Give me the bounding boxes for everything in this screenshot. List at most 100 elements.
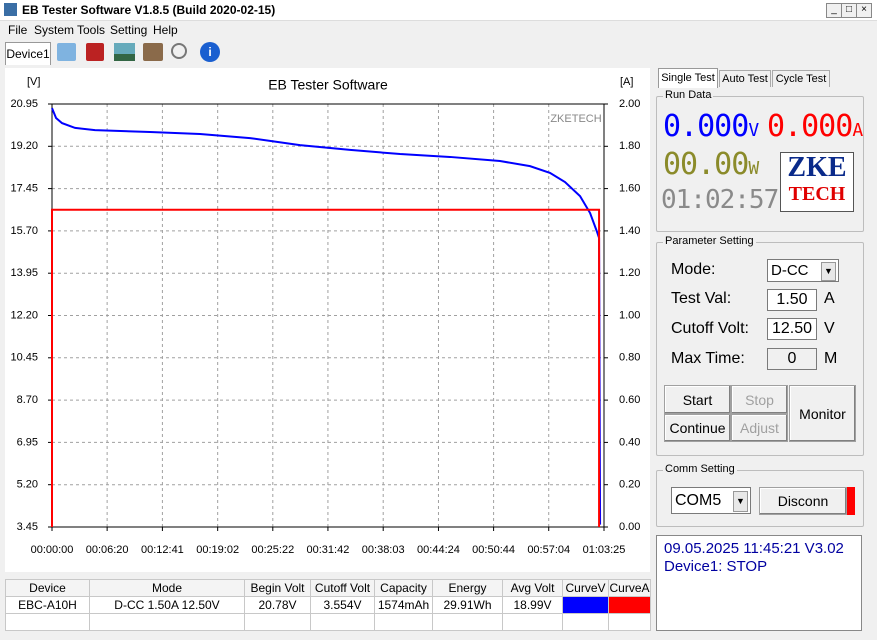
power-value: 00.00 [663, 147, 749, 182]
y-tick-label: 19.20 [10, 140, 38, 152]
unit-label: V [824, 320, 835, 337]
max-time-label: Max Time: [671, 350, 745, 367]
tools-icon[interactable] [143, 43, 163, 61]
menu-item[interactable]: System [34, 23, 75, 37]
disconnect-button[interactable]: Disconn [759, 487, 847, 515]
column-header: Avg Volt [502, 579, 563, 597]
parameter-group: Parameter Setting Mode: D-CC ▼ Test Val: … [656, 235, 864, 456]
current-value: 0.000 [767, 109, 853, 144]
title-bar: EB Tester Software V1.8.5 (Build 2020-02… [0, 0, 877, 21]
curve-color-cell [562, 596, 609, 614]
status-line: 09.05.2025 11:45:21 V3.02 [664, 540, 844, 557]
table-row [5, 613, 651, 631]
chart-title: EB Tester Software [268, 77, 388, 93]
y2-tick-label: 1.80 [619, 140, 640, 152]
y-axis-label: [V] [27, 76, 40, 88]
column-header: CurveA [608, 579, 651, 597]
x-tick-label: 00:50:44 [472, 544, 515, 556]
result-table: Device Mode Begin Volt Cutoff Volt Capacity E… [5, 579, 651, 631]
mode-select[interactable]: D-CC ▼ [767, 259, 839, 282]
zoom-icon[interactable] [171, 43, 187, 59]
y-tick-label: 5.20 [17, 479, 38, 491]
data-line [51, 107, 602, 525]
x-tick-label: 00:31:42 [307, 544, 350, 556]
table-cell: EBC-A10H [5, 596, 90, 614]
y2-tick-label: 1.60 [619, 183, 640, 195]
cutoff-input[interactable]: 12.50 [767, 318, 817, 340]
status-box: 09.05.2025 11:45:21 V3.02 Device1: STOP [656, 535, 862, 631]
x-tick-label: 00:19:02 [196, 544, 239, 556]
zke-logo: ZKE TECH [780, 152, 854, 212]
comm-group: Comm Setting COM5 ▼ Disconn [656, 463, 864, 527]
app-icon [4, 3, 17, 16]
max-time-input[interactable]: 0 [767, 348, 817, 370]
y2-axis-label: [A] [620, 76, 633, 88]
x-tick-label: 00:44:24 [417, 544, 460, 556]
x-tick-label: 00:38:03 [362, 544, 405, 556]
y2-tick-label: 1.00 [619, 309, 640, 321]
tab[interactable]: Single Test [658, 68, 718, 88]
device-tab[interactable]: Device1 [5, 42, 51, 65]
save-icon[interactable] [86, 43, 104, 61]
y2-tick-label: 0.60 [619, 394, 640, 406]
menu-item[interactable]: Help [153, 23, 178, 37]
column-header: Mode [89, 579, 245, 597]
column-header: Cutoff Volt [310, 579, 375, 597]
menu-bar: File System Tools Setting Help [0, 21, 877, 38]
toolbar: Device1 i [0, 39, 877, 66]
menu-item[interactable]: Tools [77, 23, 106, 37]
y2-tick-label: 1.20 [619, 267, 640, 279]
mode-value: D-CC [771, 262, 809, 279]
x-tick-label: 01:03:25 [583, 544, 626, 556]
menu-item[interactable]: Setting [110, 23, 148, 37]
cutoff-label: Cutoff Volt: [671, 320, 749, 337]
port-select[interactable]: COM5 ▼ [671, 487, 751, 514]
tab[interactable]: Cycle Test [772, 70, 830, 87]
y2-tick-label: 0.00 [619, 521, 640, 533]
x-tick-label: 00:12:41 [141, 544, 184, 556]
info-icon[interactable]: i [200, 42, 220, 62]
column-header: Capacity [374, 579, 433, 597]
status-indicator [847, 487, 855, 515]
minimize-button[interactable]: _ [826, 3, 842, 18]
time-display: 01:02:57 [661, 185, 779, 215]
test-val-label: Test Val: [671, 290, 732, 307]
column-header: Device [5, 579, 90, 597]
table-cell: 1574mAh [374, 596, 433, 614]
test-val-input[interactable]: 1.50 [767, 289, 817, 311]
y2-tick-label: 0.40 [619, 436, 640, 448]
port-value: COM5 [675, 491, 722, 509]
chart-icon[interactable] [114, 43, 135, 61]
maximize-button[interactable]: □ [841, 3, 857, 18]
run-data-group: Run Data 0.000V 0.000A 00.00W 01:02:57 Z… [656, 89, 864, 232]
monitor-button[interactable]: Monitor [789, 385, 856, 442]
y-tick-label: 13.95 [10, 267, 38, 279]
curve-color-cell [608, 596, 651, 614]
column-header: Begin Volt [244, 579, 311, 597]
group-title: Run Data [663, 89, 714, 101]
logo-text: ZKE [787, 152, 847, 183]
power-display: 00.00W [663, 147, 759, 182]
power-unit: W [748, 158, 760, 179]
y2-tick-label: 0.80 [619, 352, 640, 364]
continue-button[interactable]: Continue [664, 414, 731, 442]
y-tick-label: 3.45 [17, 521, 38, 533]
voltage-display: 0.000V [663, 109, 759, 144]
current-unit: A [852, 120, 864, 141]
y2-tick-label: 0.20 [619, 479, 640, 491]
tab[interactable]: Auto Test [719, 70, 771, 87]
y-tick-label: 12.20 [10, 309, 38, 321]
y-tick-label: 17.45 [10, 183, 38, 195]
current-display: 0.000A [767, 109, 863, 144]
group-title: Parameter Setting [663, 235, 756, 247]
adjust-button: Adjust [731, 414, 788, 442]
window-title: EB Tester Software V1.8.5 (Build 2020-02… [22, 3, 276, 17]
open-icon[interactable] [57, 43, 76, 61]
close-button[interactable]: × [856, 3, 872, 18]
table-cell: 29.91Wh [432, 596, 503, 614]
menu-item[interactable]: File [8, 23, 28, 37]
start-button[interactable]: Start [664, 385, 731, 414]
stop-button: Stop [731, 385, 788, 414]
unit-label: A [824, 290, 835, 307]
